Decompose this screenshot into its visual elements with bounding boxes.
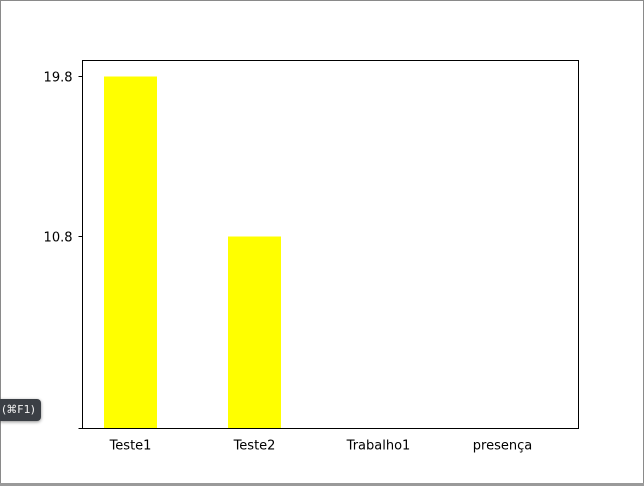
y-tick-label: 10.8 <box>44 231 73 246</box>
bars-layer <box>104 76 281 429</box>
plot-area-frame <box>82 60 579 429</box>
x-tick-label: Teste2 <box>233 439 276 454</box>
x-tick-label: presença <box>473 439 532 454</box>
bar-teste2 <box>228 236 281 429</box>
y-axis-ticks: 10.8 19.8 <box>44 71 83 429</box>
y-tick-label: 19.8 <box>44 71 73 86</box>
bar-teste1 <box>104 76 157 429</box>
x-tick-label: Trabalho1 <box>346 439 411 454</box>
x-axis-ticks: Teste1 Teste2 Trabalho1 presença <box>109 439 533 454</box>
x-tick-label: Teste1 <box>109 439 152 454</box>
shortcut-tooltip: (⌘F1) <box>0 399 41 421</box>
window-bottom-edge <box>0 483 644 486</box>
